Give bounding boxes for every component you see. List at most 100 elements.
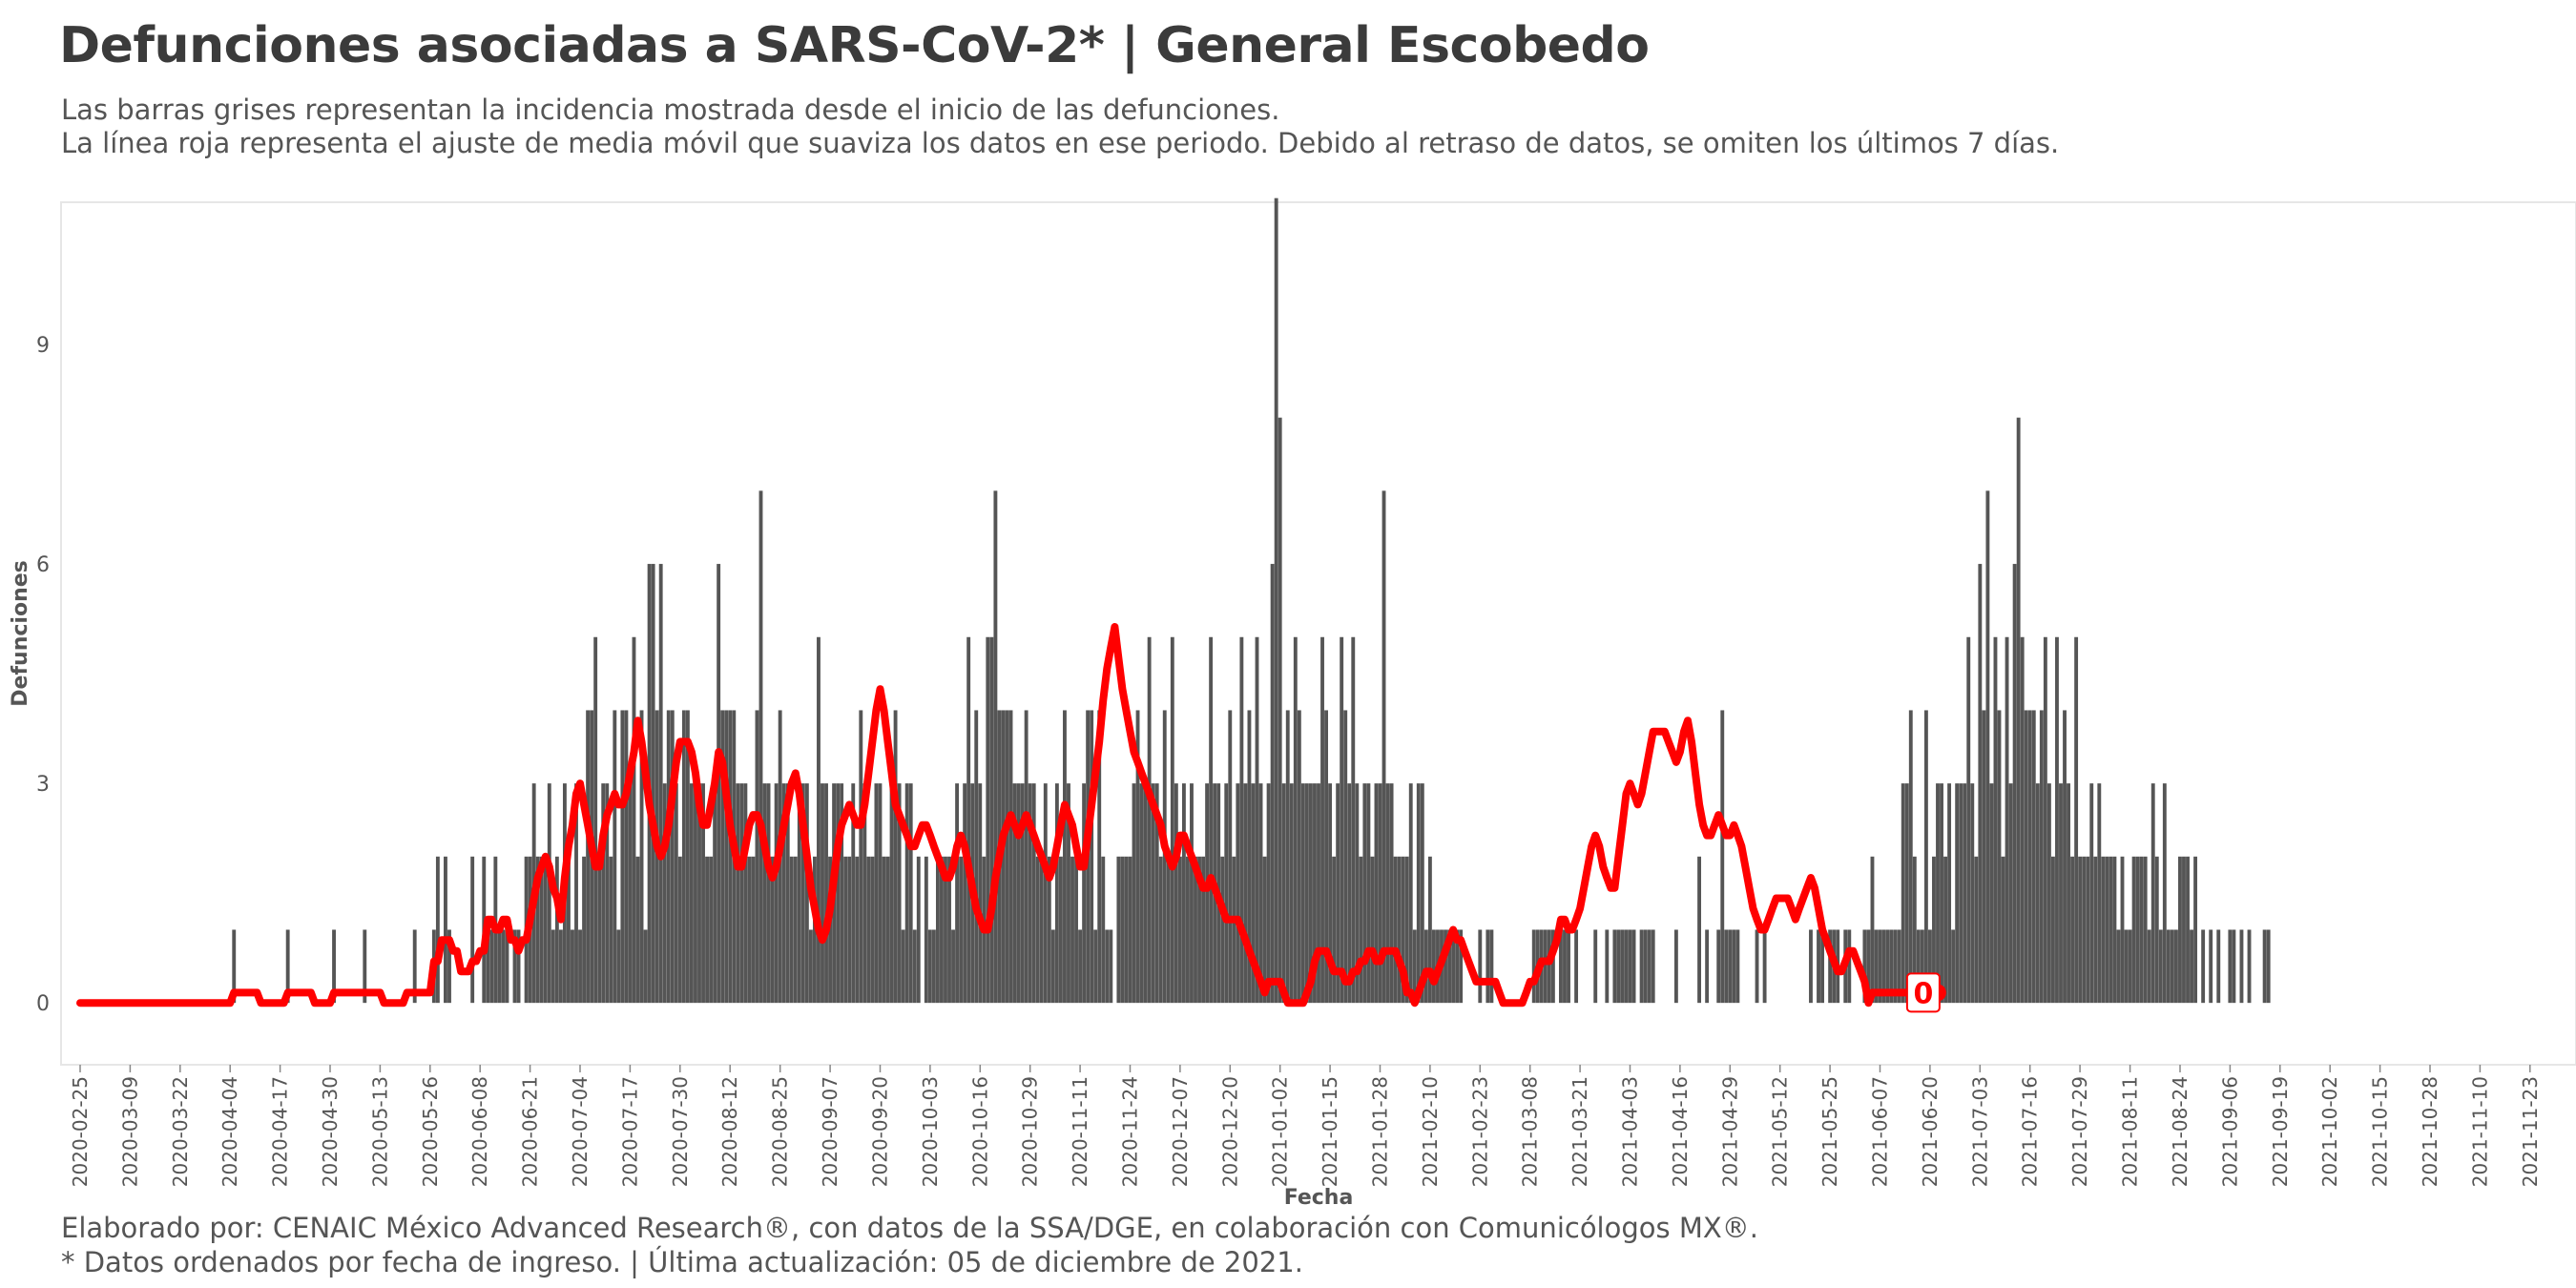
bar: [444, 856, 447, 1004]
bar: [1243, 783, 1248, 1004]
bar: [1997, 710, 2002, 1004]
x-tick-label: 2021-08-24: [2169, 1076, 2192, 1187]
bar: [1974, 856, 1979, 1004]
bar: [2170, 929, 2174, 1004]
bar: [539, 856, 544, 1004]
bar: [1124, 856, 1129, 1004]
bar: [882, 856, 886, 1004]
bar: [2193, 856, 2198, 1004]
bar: [904, 783, 909, 1004]
bar: [1170, 636, 1174, 1004]
bar: [1054, 783, 1059, 1004]
x-tick-label: 2020-11-11: [1069, 1076, 1091, 1187]
bar: [1870, 856, 1875, 1004]
x-tick-label: 2021-08-11: [2119, 1076, 2142, 1187]
bar: [2147, 929, 2151, 1004]
bar: [1109, 929, 1113, 1004]
bar: [2128, 929, 2132, 1004]
bar: [1631, 929, 1636, 1004]
x-tick-label: 2021-07-29: [2068, 1076, 2091, 1187]
bar: [1381, 490, 1386, 1004]
bar: [1174, 783, 1178, 1004]
bar: [1300, 783, 1305, 1004]
bar: [1039, 856, 1044, 1004]
bar: [2024, 710, 2028, 1004]
bar: [2016, 417, 2021, 1004]
bar: [2063, 710, 2067, 1004]
bar: [1016, 783, 1021, 1004]
bar: [662, 783, 667, 1004]
bar: [2089, 783, 2094, 1004]
bar: [605, 783, 610, 1004]
bar: [701, 783, 705, 1004]
x-tick-label: 2021-04-03: [1619, 1076, 1642, 1187]
caption-line-2: * Datos ordenados por fecha de ingreso. …: [61, 1246, 1303, 1278]
bar: [959, 856, 964, 1004]
bar: [1543, 929, 1548, 1004]
bar: [2086, 856, 2090, 1004]
bar: [840, 783, 844, 1004]
bar: [1908, 710, 1913, 1004]
bar: [547, 783, 551, 1004]
bar: [1628, 929, 1632, 1004]
bar: [1893, 929, 1898, 1004]
bar: [574, 783, 578, 1004]
bar: [505, 929, 509, 1004]
x-tick-label: 2020-08-12: [718, 1076, 741, 1187]
bar: [1097, 710, 1102, 1004]
bar: [1720, 710, 1725, 1004]
bar: [677, 856, 682, 1004]
bar: [1904, 783, 1909, 1004]
bar: [516, 929, 521, 1004]
bar: [1705, 929, 1710, 1004]
bar: [601, 783, 606, 1004]
x-tick-label: 2020-11-24: [1119, 1076, 1142, 1187]
bar: [1120, 856, 1125, 1004]
bar: [1716, 929, 1721, 1004]
bar: [978, 783, 983, 1004]
bar: [1451, 929, 1456, 1004]
x-tick-label: 2020-10-16: [968, 1076, 991, 1187]
bar: [2143, 856, 2148, 1004]
bar: [1828, 929, 1833, 1004]
bar: [1058, 856, 1063, 1004]
bar: [2027, 710, 2032, 1004]
bar: [1550, 929, 1555, 1004]
bar: [935, 856, 940, 1004]
bar: [1951, 929, 1956, 1004]
x-tick-label: 2020-06-08: [468, 1076, 491, 1187]
bar: [2082, 856, 2087, 1004]
bar: [639, 710, 644, 1004]
x-tick-label: 2021-09-06: [2218, 1076, 2241, 1187]
bar: [2131, 856, 2136, 1004]
bar: [1209, 636, 1214, 1004]
x-tick-label: 2020-03-22: [169, 1076, 192, 1187]
bar: [1416, 783, 1421, 1004]
bar: [2209, 929, 2213, 1004]
bar: [232, 929, 237, 1004]
bar: [1047, 856, 1051, 1004]
bar: [597, 856, 602, 1004]
bar: [1220, 856, 1225, 1004]
bar: [713, 783, 717, 1004]
bar: [2124, 929, 2129, 1004]
bar: [567, 856, 571, 1004]
bar: [770, 856, 775, 1004]
bar: [1404, 856, 1409, 1004]
bar: [447, 929, 451, 1004]
bar: [551, 929, 555, 1004]
bar: [1605, 929, 1610, 1004]
bar: [1351, 636, 1356, 1004]
bar: [1255, 636, 1259, 1004]
bar: [1232, 856, 1236, 1004]
moving-average-line: [76, 623, 1930, 1008]
bar: [1132, 783, 1136, 1004]
bar: [1362, 783, 1367, 1004]
bar: [1963, 783, 1967, 1004]
bar: [1281, 783, 1286, 1004]
y-tick-label: 0: [36, 992, 50, 1016]
x-tick-label: 2020-07-30: [669, 1076, 692, 1187]
chart-title: Defunciones asociadas a SARS-CoV-2* | Ge…: [59, 17, 1650, 74]
bar: [766, 783, 771, 1004]
